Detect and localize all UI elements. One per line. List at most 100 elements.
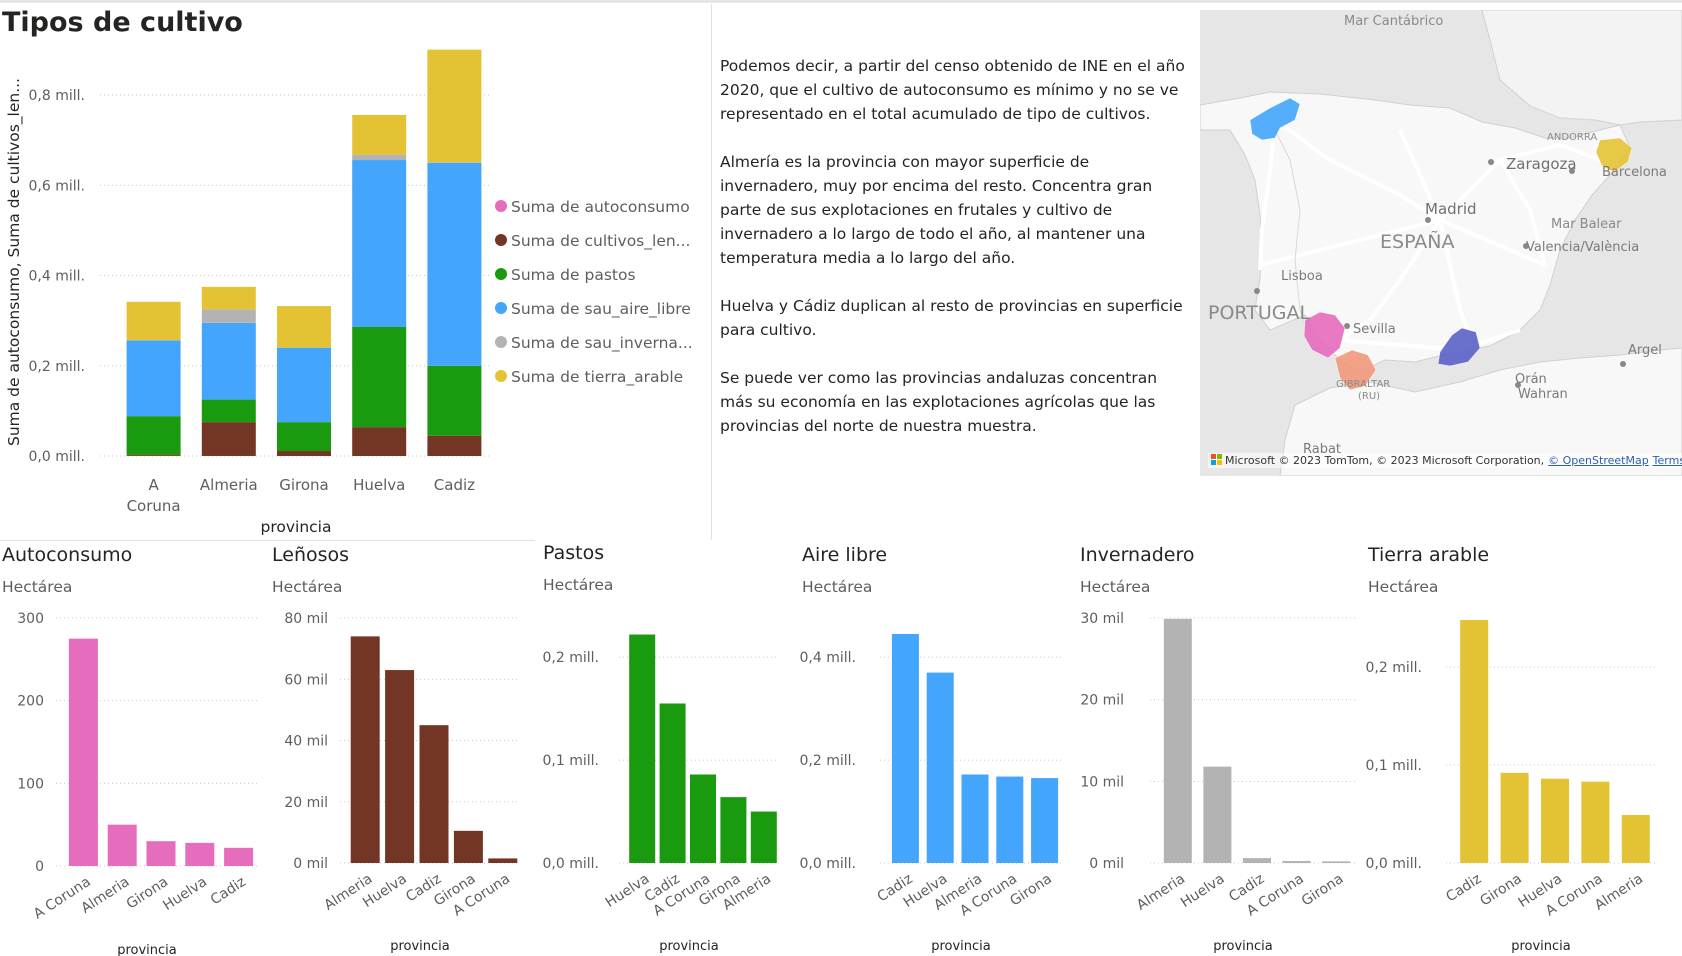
legend-item-suma-de-tierra-arable[interactable]: Suma de tierra_arable (511, 368, 683, 387)
main-bar-a-coruna-suma-de-pastos[interactable] (126, 416, 181, 455)
tierra-arable-bar-girona[interactable] (1500, 772, 1529, 863)
main-bar-cadiz-suma-de-pastos[interactable] (427, 365, 482, 436)
main-bar-huelva-suma-de-tierra-arable[interactable] (352, 114, 407, 155)
legend-item-suma-de-cultivos-len[interactable]: Suma de cultivos_len... (511, 232, 690, 251)
invernadero-bar-a-coruna[interactable] (1282, 860, 1311, 863)
openstreetmap-link[interactable]: © OpenStreetMap (1548, 454, 1649, 467)
invernadero-chart: Invernadero Hectárea 0 mil 10 mil 20 mil 30… (1078, 540, 1366, 956)
invernadero-bar-cadiz[interactable] (1243, 858, 1271, 863)
aire-libre-bar-cadiz[interactable] (891, 634, 919, 863)
invernadero-bar-huelva[interactable] (1203, 766, 1232, 863)
lenosos-bar-girona[interactable] (453, 830, 483, 863)
main-x-tick-label: Coruna (127, 497, 181, 515)
tierra-arable-bar-a-coruna[interactable] (1581, 781, 1610, 863)
main-bar-almeria-suma-de-tierra-arable[interactable] (201, 286, 256, 310)
main-bar-cadiz-suma-de-cultivos-len[interactable] (427, 435, 482, 456)
tierra-arable-chart-subtitle: Hectárea (1368, 578, 1439, 596)
main-bar-a-coruna-suma-de-tierra-arable[interactable] (126, 301, 181, 341)
main-bar-girona-suma-de-tierra-arable[interactable] (277, 306, 331, 348)
legend-marker-suma-de-autoconsumo (495, 200, 507, 212)
legend-item-suma-de-autoconsumo[interactable]: Suma de autoconsumo (511, 198, 690, 216)
map-borders (1269, 105, 1596, 341)
autoconsumo-x-tick-label: Huelva (160, 874, 210, 914)
lenosos-bar-a-coruna[interactable] (488, 858, 518, 863)
pastos-bar-huelva[interactable] (629, 634, 656, 863)
tierra-arable-y-tick-label: 0,0 mill. (1366, 856, 1422, 872)
invernadero-y-tick-label: 30 mil (1080, 611, 1124, 627)
main-y-tick-label: 0,4 mill. (29, 269, 85, 285)
pastos-bar-cadiz[interactable] (659, 703, 686, 863)
aire-libre-y-tick-label: 0,0 mill. (800, 856, 856, 872)
main-x-tick-label: Girona (279, 476, 329, 494)
autoconsumo-bar-almeria[interactable] (107, 824, 137, 866)
legend-item-suma-de-pastos[interactable]: Suma de pastos (511, 266, 636, 284)
autoconsumo-bar-huelva[interactable] (185, 842, 215, 866)
main-bar-girona-suma-de-pastos[interactable] (277, 422, 331, 452)
pastos-bar-a-coruna[interactable] (690, 774, 716, 863)
aire-libre-bar-almeria[interactable] (961, 774, 989, 863)
tierra-arable-bar-cadiz[interactable] (1460, 619, 1489, 863)
aire-libre-bar-girona[interactable] (1031, 778, 1059, 863)
legend-item-suma-de-sau-inverna[interactable]: Suma de sau_inverna... (511, 334, 693, 353)
map-canvas (1200, 10, 1682, 476)
main-bar-girona-suma-de-sau-aire-libre[interactable] (277, 347, 331, 423)
terms-link[interactable]: Terms (1652, 454, 1682, 467)
pastos-bar-girona[interactable] (720, 797, 747, 863)
autoconsumo-bar-girona[interactable] (146, 841, 176, 866)
invernadero-y-tick-label: 10 mil (1080, 774, 1124, 790)
invernadero-y-tick-label: 20 mil (1080, 693, 1124, 709)
main-bar-almeria-suma-de-sau-aire-libre[interactable] (201, 322, 256, 400)
lenosos-y-tick-label: 80 mil (284, 611, 328, 627)
lenosos-y-tick-label: 0 mil (293, 856, 328, 872)
map-label-mar-balear: Mar Balear (1551, 217, 1622, 232)
main-bar-girona-suma-de-cultivos-len[interactable] (277, 451, 331, 456)
main-chart-title: Tipos de cultivo (2, 7, 243, 38)
tierra-arable-bar-almeria[interactable] (1621, 814, 1650, 863)
autoconsumo-bar-cadiz[interactable] (224, 847, 254, 866)
map-region-a-coruna (1249, 97, 1301, 141)
map-label-uk: (RU) (1358, 391, 1381, 402)
main-bar-almeria-suma-de-pastos[interactable] (201, 399, 256, 423)
main-bar-huelva-suma-de-sau-aire-libre[interactable] (352, 160, 407, 327)
aire-libre-bar-huelva[interactable] (926, 672, 954, 863)
province-map[interactable]: Mar Cantábrico ANDORRA Zaragoza Barcelon… (1200, 10, 1682, 476)
main-y-tick-label: 0,6 mill. (29, 178, 85, 194)
legend-marker-suma-de-sau-aire-libre (495, 302, 507, 314)
legend-marker-suma-de-tierra-arable (495, 370, 507, 382)
invernadero-bar-girona[interactable] (1322, 861, 1351, 863)
map-region-cadiz (1334, 349, 1377, 391)
main-stacked-bar-chart: Tipos de cultivo 0,0 mill. 0,2 mill. 0,4 m… (2, 7, 693, 536)
autoconsumo-y-tick-label: 0 (35, 859, 44, 875)
lenosos-bar-cadiz[interactable] (419, 725, 449, 863)
map-region-huelva (1303, 311, 1346, 359)
main-bar-cadiz-suma-de-sau-aire-libre[interactable] (427, 162, 482, 366)
aire-libre-bar-a-coruna[interactable] (996, 776, 1024, 863)
autoconsumo-bar-a-coruna[interactable] (68, 638, 98, 866)
map-label-valencia: Valencia/València (1526, 240, 1640, 255)
aire-libre-chart: Aire libre Hectárea 0,0 mill. 0,2 mill. 0,… (800, 540, 1075, 956)
main-bar-cadiz-suma-de-tierra-arable[interactable] (427, 49, 482, 163)
lenosos-chart: Leñosos Hectárea 0 mil 20 mil 40 mil 60 mil… (270, 540, 538, 956)
pastos-y-tick-label: 0,0 mill. (543, 856, 599, 872)
main-bar-a-coruna-suma-de-sau-aire-libre[interactable] (126, 340, 181, 417)
pastos-chart: Pastos Hectárea 0,0 mill. 0,1 mill. 0,2 mi… (541, 540, 799, 956)
invernadero-x-tick-label: Huelva (1178, 871, 1228, 911)
tierra-arable-bar-huelva[interactable] (1541, 778, 1569, 863)
main-bar-huelva-suma-de-pastos[interactable] (352, 326, 407, 428)
lenosos-bar-almeria[interactable] (350, 636, 380, 863)
autoconsumo-x-axis-label: provincia (117, 943, 177, 956)
narrative-paragraph-1: Podemos decir, a partir del censo obteni… (720, 57, 1185, 123)
pastos-bar-almeria[interactable] (750, 811, 777, 863)
invernadero-bar-almeria[interactable] (1163, 618, 1192, 863)
main-bar-a-coruna-suma-de-cultivos-len[interactable] (126, 454, 181, 456)
main-y-tick-label: 0,8 mill. (29, 88, 85, 104)
main-bar-almeria-suma-de-sau-inverna[interactable] (201, 309, 256, 323)
legend-marker-suma-de-cultivos-len (495, 234, 507, 246)
main-bar-huelva-suma-de-cultivos-len[interactable] (352, 427, 407, 456)
main-bar-almeria-suma-de-cultivos-len[interactable] (201, 422, 256, 456)
map-label-oran: Orán (1515, 372, 1547, 387)
main-bar-huelva-suma-de-sau-inverna[interactable] (352, 154, 407, 161)
lenosos-bar-huelva[interactable] (385, 670, 415, 863)
legend-item-suma-de-sau-aire-libre[interactable]: Suma de sau_aire_libre (511, 300, 691, 319)
map-region-girona (1595, 137, 1633, 173)
